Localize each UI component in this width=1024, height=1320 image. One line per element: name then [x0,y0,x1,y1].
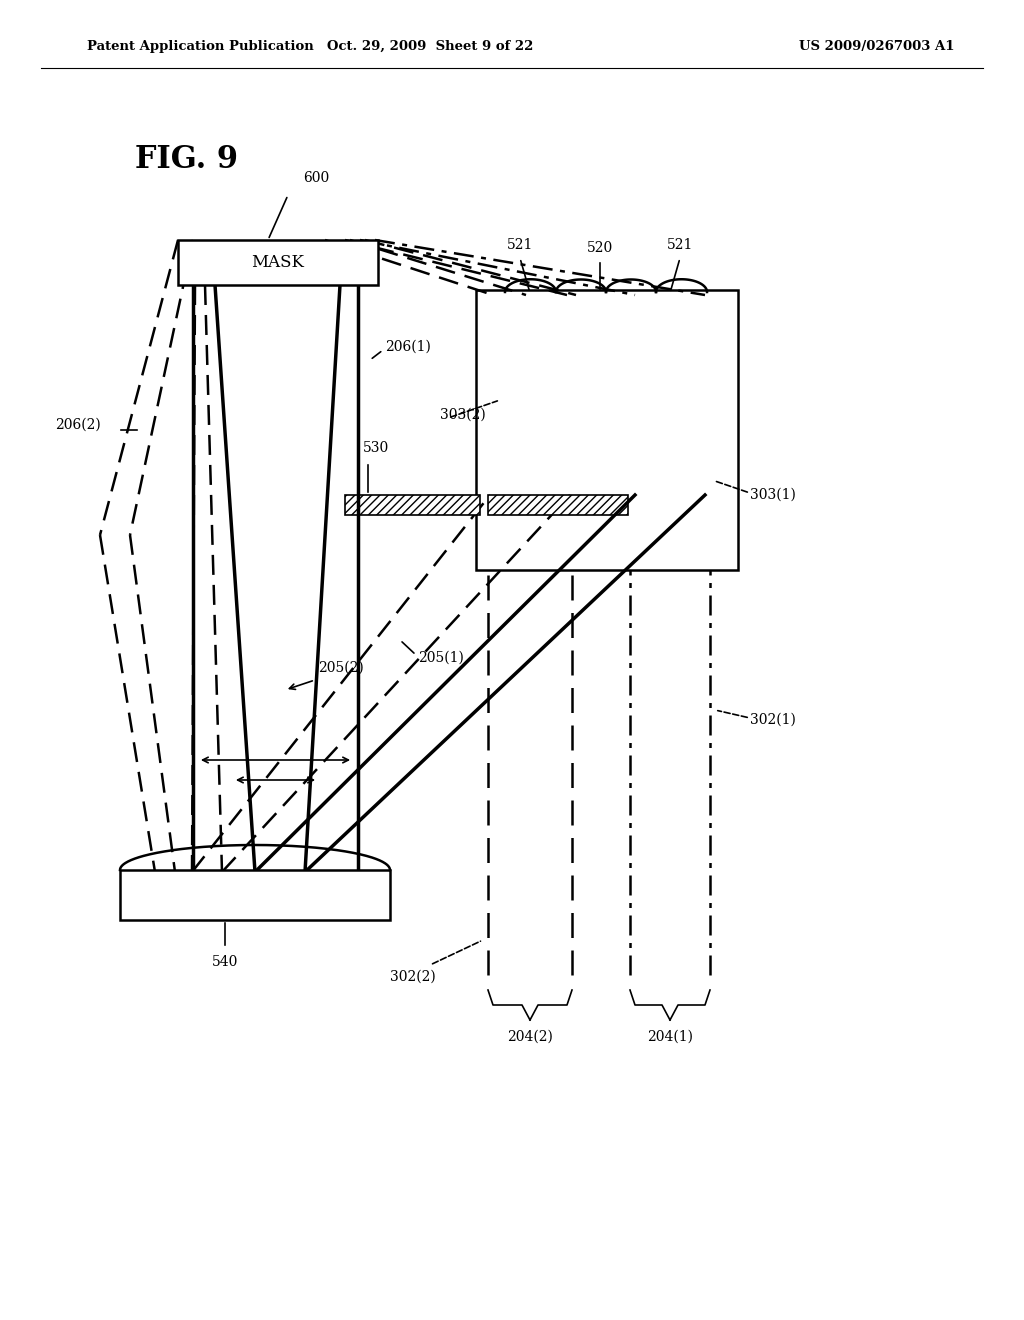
Text: 521: 521 [667,238,693,252]
Text: 521: 521 [507,238,534,252]
Text: 204(2): 204(2) [507,1030,553,1044]
Text: US 2009/0267003 A1: US 2009/0267003 A1 [799,40,954,53]
Bar [476,290,738,570]
Text: 206(2): 206(2) [55,418,100,432]
Text: 302(2): 302(2) [390,970,436,983]
Bar [120,870,390,920]
Text: 205(2): 205(2) [318,661,364,675]
Text: FIG. 9: FIG. 9 [135,144,238,176]
Bar [178,240,378,285]
Text: 540: 540 [212,954,239,969]
Text: 205(1): 205(1) [418,651,464,665]
Text: 204(1): 204(1) [647,1030,693,1044]
Text: 600: 600 [303,172,330,185]
Text: Patent Application Publication: Patent Application Publication [87,40,313,53]
Text: 530: 530 [362,441,389,455]
Bar [345,495,480,515]
Text: 520: 520 [587,242,613,255]
Text: Oct. 29, 2009  Sheet 9 of 22: Oct. 29, 2009 Sheet 9 of 22 [327,40,534,53]
Text: MASK: MASK [252,253,304,271]
Text: 303(2): 303(2) [440,408,485,422]
Bar [488,495,628,515]
Text: 206(1): 206(1) [385,341,431,354]
Text: 302(1): 302(1) [750,713,796,727]
Text: 303(1): 303(1) [750,488,796,502]
